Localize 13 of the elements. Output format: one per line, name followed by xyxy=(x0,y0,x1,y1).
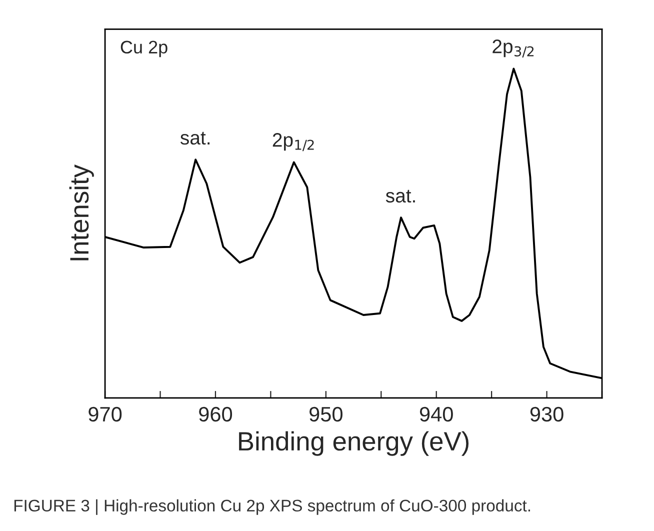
x-axis-title: Binding energy (eV) xyxy=(239,431,469,456)
annotation: sat. xyxy=(180,132,210,145)
x-tick-label: 940 xyxy=(420,406,453,422)
text: Cu 2p xyxy=(120,40,168,58)
annotation: sat. xyxy=(386,190,415,203)
x-tick-label: 930 xyxy=(530,406,564,422)
y-axis-title: Intensity xyxy=(69,164,94,260)
annotation: 2p$_{1/2}$ xyxy=(272,133,314,152)
x-tick-label: 950 xyxy=(310,406,342,422)
x-tick-label: 970 xyxy=(88,406,122,422)
annotation: 2p$_{3/2}$ xyxy=(492,40,534,58)
x-tick-label: 960 xyxy=(199,406,232,422)
caption: FIGURE 3 | High-resolution Cu 2p XPS spectrum of CuO-300 product. xyxy=(14,499,530,515)
